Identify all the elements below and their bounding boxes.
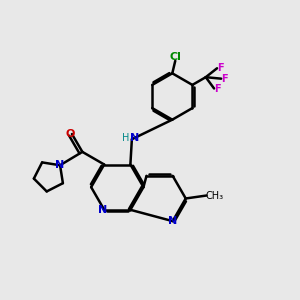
Text: N: N xyxy=(130,133,139,143)
Text: O: O xyxy=(66,129,75,139)
Text: Cl: Cl xyxy=(169,52,181,62)
Text: N: N xyxy=(56,160,65,170)
Text: CH₃: CH₃ xyxy=(206,190,224,200)
Text: F: F xyxy=(217,63,223,73)
Text: N: N xyxy=(98,205,107,215)
Text: H: H xyxy=(122,133,129,143)
Text: F: F xyxy=(221,74,227,84)
Text: N: N xyxy=(168,216,177,226)
Text: F: F xyxy=(214,84,220,94)
